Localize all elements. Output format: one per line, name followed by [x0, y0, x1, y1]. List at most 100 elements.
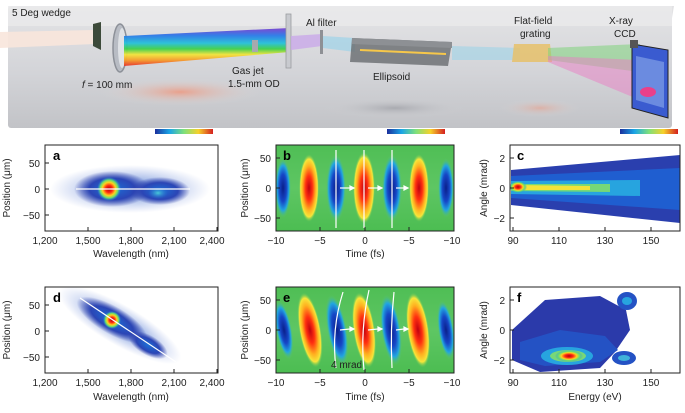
- shadow-grating: [500, 99, 580, 117]
- guide-line: [79, 297, 177, 363]
- heat-blob: [148, 187, 168, 199]
- shadow-red: [100, 78, 260, 106]
- label-gas-jet-od: 1.5-mm OD: [228, 79, 280, 90]
- ccd-mount: [630, 40, 638, 48]
- wedge: [93, 22, 101, 50]
- dispersed-beam-pink: [548, 56, 640, 100]
- input-beam: [0, 30, 95, 48]
- axis-ticks: [510, 157, 652, 231]
- x-tick: −10: [444, 378, 461, 389]
- y-tick: 50: [29, 301, 41, 312]
- y-axis-label: Position (μm): [240, 158, 251, 217]
- label-focal: f = 100 mm: [82, 80, 132, 91]
- panel-c: c 2 0 −2 90 110 130 150 Angle (mrad): [479, 144, 681, 247]
- field-lobe: [438, 158, 454, 218]
- panel-label: c: [517, 148, 524, 163]
- heat-blob: [622, 297, 632, 305]
- panel-label: f: [517, 290, 522, 305]
- y-axis-label: Angle (mrad): [479, 301, 490, 359]
- y-tick: 50: [29, 159, 41, 170]
- x-tick: 0: [362, 378, 368, 389]
- y-axis-label: Angle (mrad): [479, 159, 490, 217]
- al-filter: [320, 30, 323, 54]
- y-axis-label: Position (μm): [2, 300, 13, 359]
- x-tick: 2,400: [199, 236, 224, 247]
- panel-f: f 2 0 −2 90 110 130 150 Energy (eV) Angl…: [479, 286, 681, 403]
- y-tick: 0: [34, 185, 40, 196]
- x-axis-label: Time (fs): [345, 249, 384, 260]
- y-axis-label: Position (μm): [240, 300, 251, 359]
- x-tick: −5: [403, 378, 415, 389]
- wavefront-curve: [333, 291, 344, 369]
- ellipsoid-beam: [359, 49, 447, 55]
- x-axis-label: Time (fs): [345, 392, 384, 403]
- field-lobe: [276, 158, 291, 218]
- x-tick: 110: [551, 236, 567, 247]
- x-tick: 130: [597, 236, 614, 247]
- x-tick: 0: [362, 236, 368, 247]
- field-lobe: [437, 300, 454, 360]
- y-tick: −2: [494, 356, 506, 367]
- x-tick: 150: [643, 236, 660, 247]
- field-lobe: [351, 292, 377, 368]
- x-tick: −10: [444, 236, 461, 247]
- axis-ticks: [510, 299, 652, 373]
- y-tick: 50: [260, 154, 272, 165]
- x-tick: 90: [507, 378, 519, 389]
- label-grating-2: grating: [520, 29, 551, 40]
- label-gas-jet: Gas jet: [232, 66, 264, 77]
- x-tick: 110: [551, 378, 567, 389]
- label-wedge: 5 Deg wedge: [12, 8, 71, 19]
- x-tick: 130: [597, 378, 614, 389]
- xuv-beam-1: [291, 34, 322, 50]
- y-tick: 0: [499, 184, 505, 195]
- x-tick: 2,400: [199, 378, 224, 389]
- shadow-dark: [325, 98, 465, 118]
- field-lobe: [325, 294, 349, 366]
- panel-d: d 50 0 −50 1,200 1,500 1,800 2,100 2,400…: [2, 286, 225, 403]
- label-ellipsoid: Ellipsoid: [373, 72, 410, 83]
- heat-blob: [128, 331, 168, 359]
- wavefront-curve: [362, 289, 370, 371]
- x-tick: −5: [314, 378, 326, 389]
- ellipsoid-face: [352, 38, 452, 48]
- y-tick: −50: [254, 214, 271, 225]
- panel-b: b 50 0 −50 −10 −5 0 −5 −10 Time (fs) Pos…: [240, 144, 461, 260]
- x-tick: 1,500: [75, 236, 100, 247]
- x-axis-label: Wavelength (nm): [93, 249, 169, 260]
- rainbow-beam: [124, 28, 290, 66]
- x-tick: 90: [507, 236, 519, 247]
- y-tick: 2: [499, 296, 505, 307]
- field-lobe: [409, 154, 429, 222]
- x-tick: 1,200: [32, 236, 57, 247]
- x-tick: −5: [314, 236, 326, 247]
- x-tick: −5: [403, 236, 415, 247]
- flat-field-grating: [512, 44, 552, 62]
- y-axis-label: Position (μm): [2, 158, 13, 217]
- y-tick: 2: [499, 154, 505, 165]
- panel-label: e: [283, 290, 290, 305]
- x-tick: 2,100: [161, 378, 186, 389]
- arrow-marks: [339, 326, 410, 332]
- y-tick: 0: [499, 326, 505, 337]
- x-tick: −10: [268, 378, 285, 389]
- heat-hotspot: [555, 350, 583, 362]
- chamber-top-face: [8, 6, 672, 26]
- axis-ticks: [44, 304, 218, 373]
- x-axis-label: Wavelength (nm): [93, 392, 169, 403]
- y-tick: −2: [494, 214, 506, 225]
- field-lobe: [299, 154, 319, 222]
- axis-ticks: [44, 162, 218, 231]
- y-tick: −50: [254, 356, 271, 367]
- colorbar-middle: [387, 129, 445, 134]
- x-tick: 1,200: [32, 378, 57, 389]
- field-lobes: [276, 292, 454, 368]
- panel-label: d: [53, 290, 61, 305]
- panel-label: a: [53, 148, 61, 163]
- axis-ticks: [275, 299, 455, 373]
- field-lobe: [297, 292, 323, 368]
- xuv-beam-2: [323, 36, 355, 52]
- x-tick: 2,100: [161, 236, 186, 247]
- panel-a: a 50 0 −50 1,200 1,500 1,800 2,100 2,400…: [2, 144, 225, 260]
